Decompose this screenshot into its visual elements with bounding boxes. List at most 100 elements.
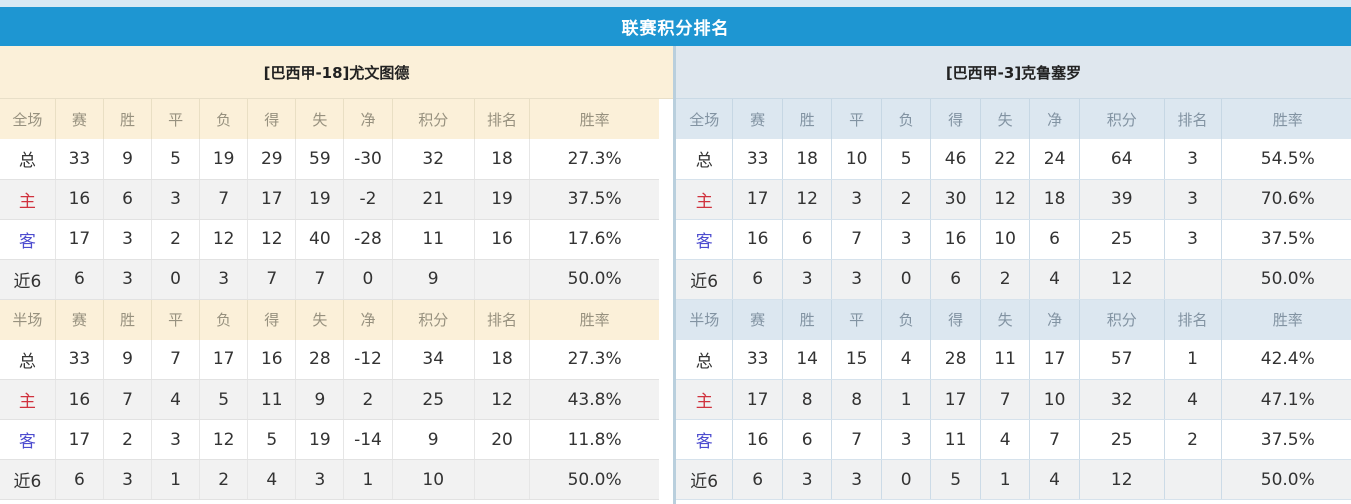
stat-cell: 33 [55, 139, 104, 180]
points-cell: 32 [392, 139, 475, 180]
stat-cell: 17 [55, 219, 104, 260]
column-header-cell: 负 [881, 99, 932, 139]
stat-cell: 5 [199, 379, 249, 420]
stat-cell: 6 [782, 219, 833, 260]
stat-cell: 12 [980, 179, 1031, 220]
column-header-cell: 积分 [392, 99, 475, 139]
row-label: 总 [676, 139, 734, 180]
column-header-cell: 排名 [1164, 99, 1222, 139]
points-cell: 12 [1079, 259, 1165, 300]
column-header-cell: 胜率 [1221, 99, 1351, 139]
points-cell: 9 [392, 419, 475, 460]
stat-cell: 3 [881, 419, 932, 460]
stat-cell: 4 [980, 419, 1031, 460]
winrate-cell: 50.0% [529, 459, 659, 500]
row-label: 主 [0, 179, 56, 220]
rank-cell: 18 [474, 139, 531, 180]
team-name-away: [巴西甲-3]克鲁塞罗 [945, 63, 1082, 82]
row-label: 主 [676, 379, 734, 420]
column-header-cell: 净 [1029, 299, 1080, 340]
column-header-cell: 积分 [1079, 99, 1165, 139]
winrate-cell: 54.5% [1221, 139, 1351, 180]
row-label: 主 [0, 379, 56, 420]
stat-cell: 3 [831, 459, 882, 500]
row-label: 总 [0, 339, 56, 380]
rank-cell [474, 259, 531, 300]
stat-cell: 8 [782, 379, 833, 420]
points-cell: 34 [392, 339, 475, 380]
stat-cell: 11 [247, 379, 297, 420]
row-label: 客 [0, 419, 56, 460]
stat-cell: 6 [1029, 219, 1080, 260]
team-name-home: [巴西甲-18]尤文图德 [263, 63, 410, 82]
stat-cell: 40 [295, 219, 345, 260]
stat-cell: 7 [199, 179, 249, 220]
stat-cell: -14 [343, 419, 393, 460]
stat-cell: 28 [930, 339, 981, 380]
column-header-cell: 失 [980, 99, 1031, 139]
stat-cell: 9 [103, 139, 153, 180]
stat-cell: 16 [55, 379, 104, 420]
column-header-cell: 失 [980, 299, 1031, 340]
column-header-cell: 胜 [103, 99, 153, 139]
stat-cell: 12 [782, 179, 833, 220]
winrate-cell: 50.0% [529, 259, 659, 300]
winrate-cell: 50.0% [1221, 259, 1351, 300]
stat-cell: 3 [831, 259, 882, 300]
rank-cell [474, 459, 531, 500]
column-header-cell: 得 [247, 299, 297, 340]
table-row: 近6 6 3 3 0 6 2 4 12 50.0% [676, 259, 1351, 300]
table-row: 总 33 9 7 17 16 28 -12 34 18 27.3% [0, 339, 659, 380]
stat-cell: 33 [732, 339, 783, 380]
winrate-cell: 37.5% [1221, 419, 1351, 460]
points-cell: 21 [392, 179, 475, 220]
stat-cell: 4 [881, 339, 932, 380]
stat-cell: 16 [930, 219, 981, 260]
rank-cell [1164, 459, 1222, 500]
stat-cell: 0 [881, 459, 932, 500]
row-label: 客 [676, 219, 734, 260]
stat-cell: 1 [343, 459, 393, 500]
stat-cell: 17 [732, 379, 783, 420]
stat-cell: 7 [831, 419, 882, 460]
table-row: 客 17 3 2 12 12 40 -28 11 16 17.6% [0, 219, 659, 260]
column-header-cell: 排名 [1164, 299, 1222, 340]
stat-cell: 4 [151, 379, 201, 420]
stat-cell: 16 [247, 339, 297, 380]
stat-cell: 28 [295, 339, 345, 380]
stat-cell: 3 [199, 259, 249, 300]
scope-header-cell: 半场 [676, 299, 734, 340]
table-row: 客 17 2 3 12 5 19 -14 9 20 11.8% [0, 419, 659, 460]
column-header-cell: 排名 [474, 299, 531, 340]
stat-cell: 22 [980, 139, 1031, 180]
stat-cell: 15 [831, 339, 882, 380]
stat-cell: 7 [103, 379, 153, 420]
table-row: 总 33 18 10 5 46 22 24 64 3 54.5% [676, 139, 1351, 180]
column-header-cell: 得 [930, 299, 981, 340]
scope-header-cell: 全场 [0, 99, 56, 139]
table-header-row: 全场赛胜平负得失净积分 排名 胜率 [676, 99, 1351, 139]
stats-table-home-half: 半场赛胜平负得失净积分 排名 胜率 总 33 9 7 17 16 28 -12 34 18 27.3% 主… [0, 299, 659, 500]
rank-cell: 3 [1164, 219, 1222, 260]
column-header-cell: 净 [1029, 99, 1080, 139]
stat-cell: 6 [732, 459, 783, 500]
stat-cell: 17 [1029, 339, 1080, 380]
scope-header-cell: 半场 [0, 299, 56, 340]
stat-cell: -12 [343, 339, 393, 380]
row-label: 近6 [0, 259, 56, 300]
stat-cell: 10 [980, 219, 1031, 260]
table-row: 客 16 6 7 3 11 4 7 25 2 37.5% [676, 419, 1351, 460]
stat-cell: 2 [103, 419, 153, 460]
column-header-cell: 胜率 [1221, 299, 1351, 340]
stat-cell: 4 [247, 459, 297, 500]
row-label: 客 [676, 419, 734, 460]
stat-cell: 3 [103, 259, 153, 300]
stat-cell: 24 [1029, 139, 1080, 180]
points-cell: 25 [1079, 219, 1165, 260]
table-row: 主 16 6 3 7 17 19 -2 21 19 37.5% [0, 179, 659, 220]
stat-cell: 5 [151, 139, 201, 180]
stat-cell: 1 [151, 459, 201, 500]
rank-cell: 3 [1164, 139, 1222, 180]
stat-cell: 10 [1029, 379, 1080, 420]
